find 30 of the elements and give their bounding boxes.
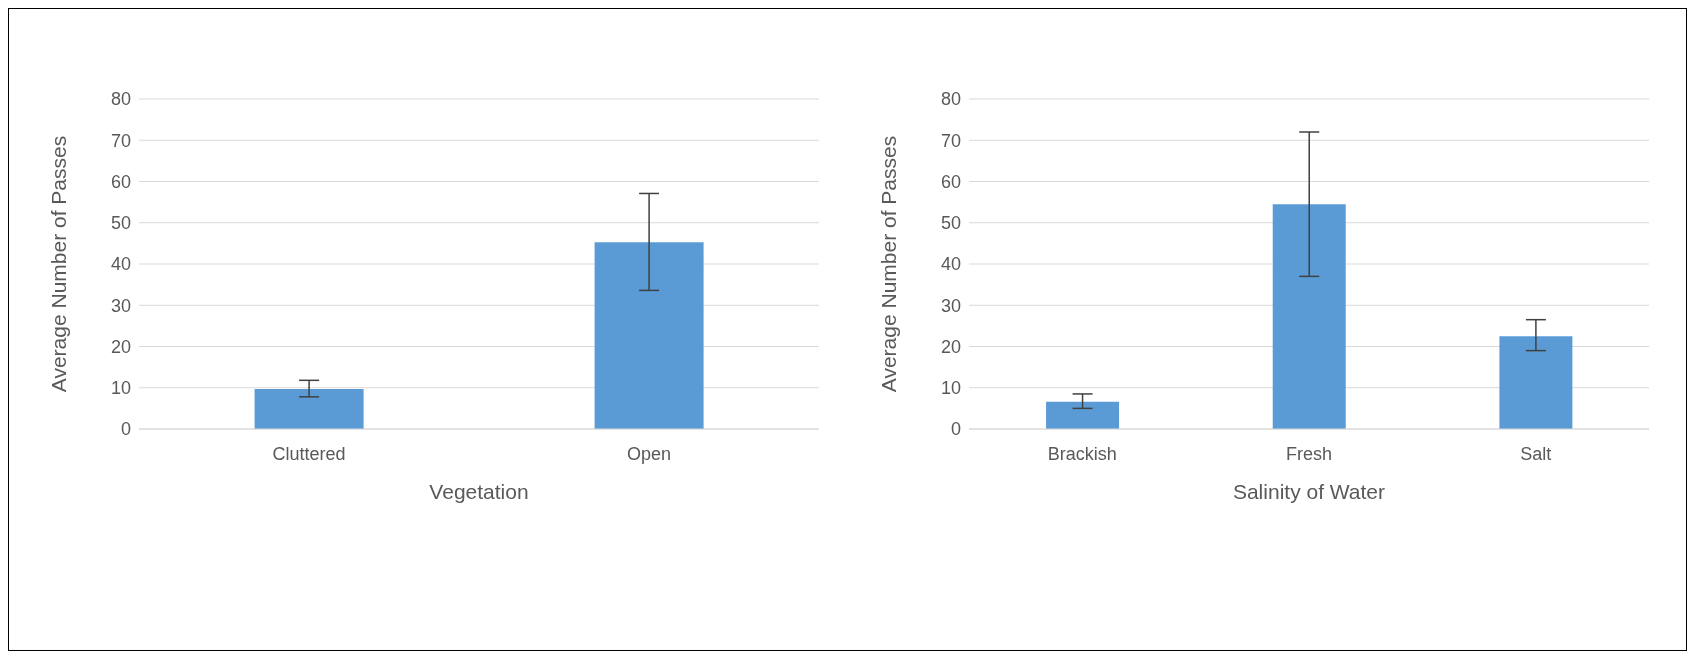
y-tick-label: 0	[120, 419, 131, 440]
x-tick-label: Fresh	[1285, 443, 1333, 464]
x-tick-label: Salt	[1520, 443, 1552, 464]
bar	[1046, 401, 1120, 429]
x-axis-title: Salinity of Water	[1232, 480, 1386, 503]
y-tick-label: 50	[110, 213, 131, 234]
y-tick-label: 10	[940, 378, 961, 399]
x-tick-label: Brackish	[1047, 443, 1117, 464]
y-tick-label: 0	[950, 419, 961, 440]
bar	[1272, 204, 1346, 429]
y-tick-label: 80	[940, 89, 961, 110]
bar	[1499, 336, 1573, 429]
y-axis-title: Average Number of Passes	[47, 135, 71, 393]
y-tick-label: 10	[110, 378, 131, 399]
y-tick-label: 80	[110, 89, 131, 110]
y-tick-label: 70	[940, 130, 961, 151]
y-tick-label: 40	[110, 254, 131, 275]
y-tick-label: 20	[110, 336, 131, 357]
x-tick-label: Cluttered	[272, 443, 346, 464]
y-axis-title: Average Number of Passes	[877, 135, 901, 393]
y-tick-label: 30	[110, 295, 131, 316]
y-tick-label: 30	[940, 295, 961, 316]
y-tick-label: 20	[940, 336, 961, 357]
x-tick-label: Open	[626, 443, 672, 464]
y-tick-label: 60	[940, 171, 961, 192]
y-tick-label: 40	[940, 254, 961, 275]
x-axis-title: Vegetation	[429, 480, 529, 503]
y-tick-label: 50	[940, 213, 961, 234]
y-tick-label: 70	[110, 130, 131, 151]
y-tick-label: 60	[110, 171, 131, 192]
